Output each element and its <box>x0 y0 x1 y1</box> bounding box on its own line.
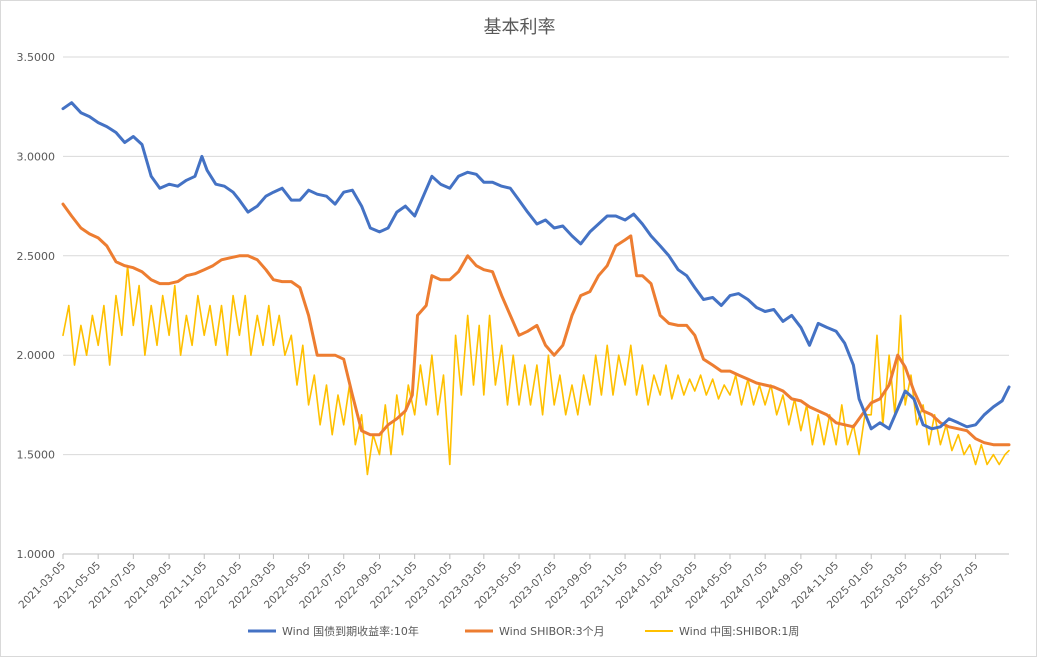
chart-title: 基本利率 <box>483 17 556 38</box>
series-line-1 <box>61 202 1011 447</box>
legend-label-0: Wind 国债到期收益率:10年 <box>282 624 419 638</box>
y-tick-label: 2.5000 <box>17 250 56 263</box>
y-tick-label: 1.5000 <box>17 449 56 462</box>
y-tick-label: 3.5000 <box>17 51 56 64</box>
legend-label-1: Wind SHIBOR:3个月 <box>499 625 605 638</box>
y-tick-label: 2.0000 <box>17 349 56 362</box>
series-line-2 <box>62 264 1010 476</box>
y-tick-label: 1.0000 <box>17 548 56 561</box>
legend-label-2: Wind 中国:SHIBOR:1周 <box>679 625 799 638</box>
series-line-0 <box>61 101 1011 431</box>
y-tick-label: 3.0000 <box>17 150 56 163</box>
